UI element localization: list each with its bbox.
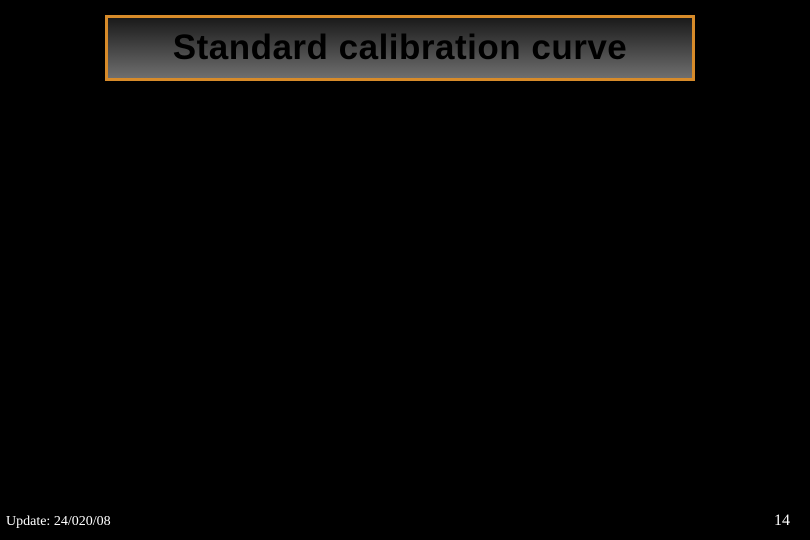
footer-update-label: Update: 24/020/08 (6, 514, 111, 530)
title-box: Standard calibration curve (105, 15, 695, 81)
slide-title: Standard calibration curve (173, 28, 628, 68)
footer-page-number: 14 (774, 512, 790, 530)
